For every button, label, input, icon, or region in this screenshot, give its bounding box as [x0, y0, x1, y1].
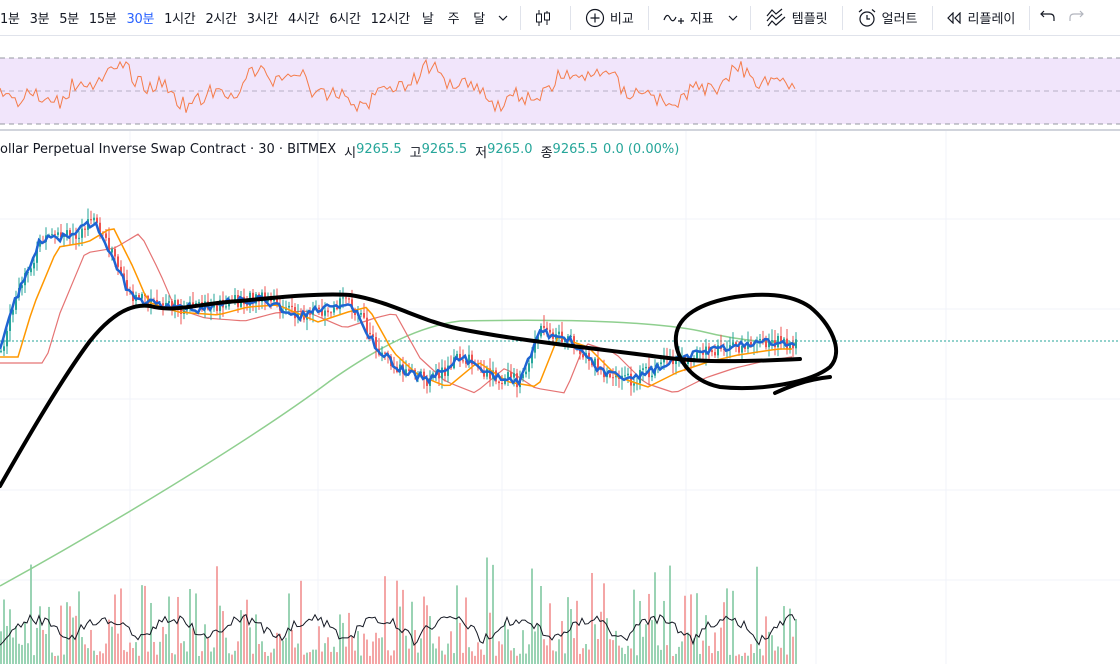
open-label: 시: [344, 146, 357, 161]
toolbar-divider: [569, 5, 571, 30]
replay-icon: [946, 11, 963, 24]
alarm-clock-icon: [857, 8, 877, 28]
undo-icon: [1040, 9, 1056, 27]
ma-fast-line: [0, 220, 796, 387]
replay-button[interactable]: 리플레이: [939, 0, 1024, 35]
volume-ma-line: [0, 613, 796, 647]
candlestick-icon: [535, 9, 551, 27]
templates-label: 템플릿: [791, 12, 828, 27]
toolbar-divider: [841, 5, 843, 30]
toolbar-divider: [647, 5, 649, 30]
rsi-pane: [0, 57, 1120, 125]
volume-bars: [0, 557, 797, 664]
interval-10[interactable]: 12시간: [370, 12, 411, 27]
hand-drawn-circle: [673, 292, 838, 391]
chevron-down-icon[interactable]: [492, 0, 514, 35]
interval-12[interactable]: 주: [447, 12, 460, 27]
interval-4[interactable]: 30분: [126, 12, 155, 27]
top-toolbar: 1분 3분 5분 15분 30분 1시간 2시간 3시간 4시간 6시간 12시간 날 주 달 비교 지표…: [0, 0, 1120, 36]
replay-label: 리플레이: [967, 12, 1016, 27]
alert-label: 얼러트: [881, 12, 918, 27]
indicators-button[interactable]: 지표: [655, 0, 722, 35]
interval-6[interactable]: 2시간: [205, 12, 237, 27]
interval-selector: 1분 3분 5분 15분 30분 1시간 2시간 3시간 4시간 6시간 12시간 날 주 달: [0, 0, 492, 35]
symbol-title: ollar Perpetual Inverse Swap Contract · …: [0, 142, 337, 157]
ma-mid-line: [0, 228, 792, 388]
high-label: 고: [409, 146, 422, 161]
interval-7[interactable]: 3시간: [246, 12, 279, 27]
close-value: 9265.5: [552, 142, 599, 157]
low-label: 저: [475, 146, 488, 161]
interval-8[interactable]: 4시간: [288, 12, 320, 27]
undo-button[interactable]: [1036, 0, 1062, 35]
low-value: 9265.0: [487, 142, 533, 157]
interval-2[interactable]: 5분: [59, 12, 79, 27]
toolbar-divider: [519, 5, 521, 30]
hand-drawn-trend-line: [0, 292, 802, 488]
close-label: 종: [540, 146, 553, 161]
compare-label: 비교: [609, 12, 634, 27]
price-chart[interactable]: [0, 131, 1120, 664]
indicators-label: 지표: [689, 12, 714, 27]
redo-icon: [1068, 9, 1085, 27]
interval-3[interactable]: 15분: [88, 12, 117, 27]
open-value: 9265.5: [356, 142, 402, 157]
interval-9[interactable]: 6시간: [329, 12, 361, 27]
template-icon: [765, 8, 787, 28]
interval-1[interactable]: 3분: [29, 12, 50, 27]
ma-long-line: [0, 319, 796, 587]
interval-0[interactable]: 1분: [0, 12, 20, 27]
chart-legend: ollar Perpetual Inverse Swap Contract · …: [0, 142, 679, 161]
alert-button[interactable]: 얼러트: [849, 0, 926, 35]
interval-13[interactable]: 달: [473, 12, 485, 27]
templates-button[interactable]: 템플릿: [757, 0, 836, 35]
pane-divider[interactable]: [0, 129, 1120, 131]
interval-5[interactable]: 1시간: [164, 12, 196, 27]
plus-circle-icon: [585, 8, 605, 28]
chart-type-button[interactable]: [527, 0, 564, 35]
compare-button[interactable]: 비교: [577, 0, 642, 35]
chart-grid: [0, 131, 1120, 664]
change-value: 0.0 (0.00%): [603, 142, 680, 157]
chevron-down-icon[interactable]: [722, 0, 744, 35]
hand-drawn-stroke: [773, 375, 832, 395]
high-value: 9265.5: [421, 142, 468, 157]
redo-button[interactable]: [1062, 0, 1090, 35]
indicator-icon: [663, 10, 685, 26]
toolbar-divider: [749, 5, 751, 30]
interval-11[interactable]: 날: [421, 12, 434, 27]
ma-slow-line: [0, 233, 793, 394]
toolbar-divider: [1029, 5, 1031, 30]
rsi-line: [0, 58, 796, 113]
toolbar-divider: [931, 5, 933, 30]
